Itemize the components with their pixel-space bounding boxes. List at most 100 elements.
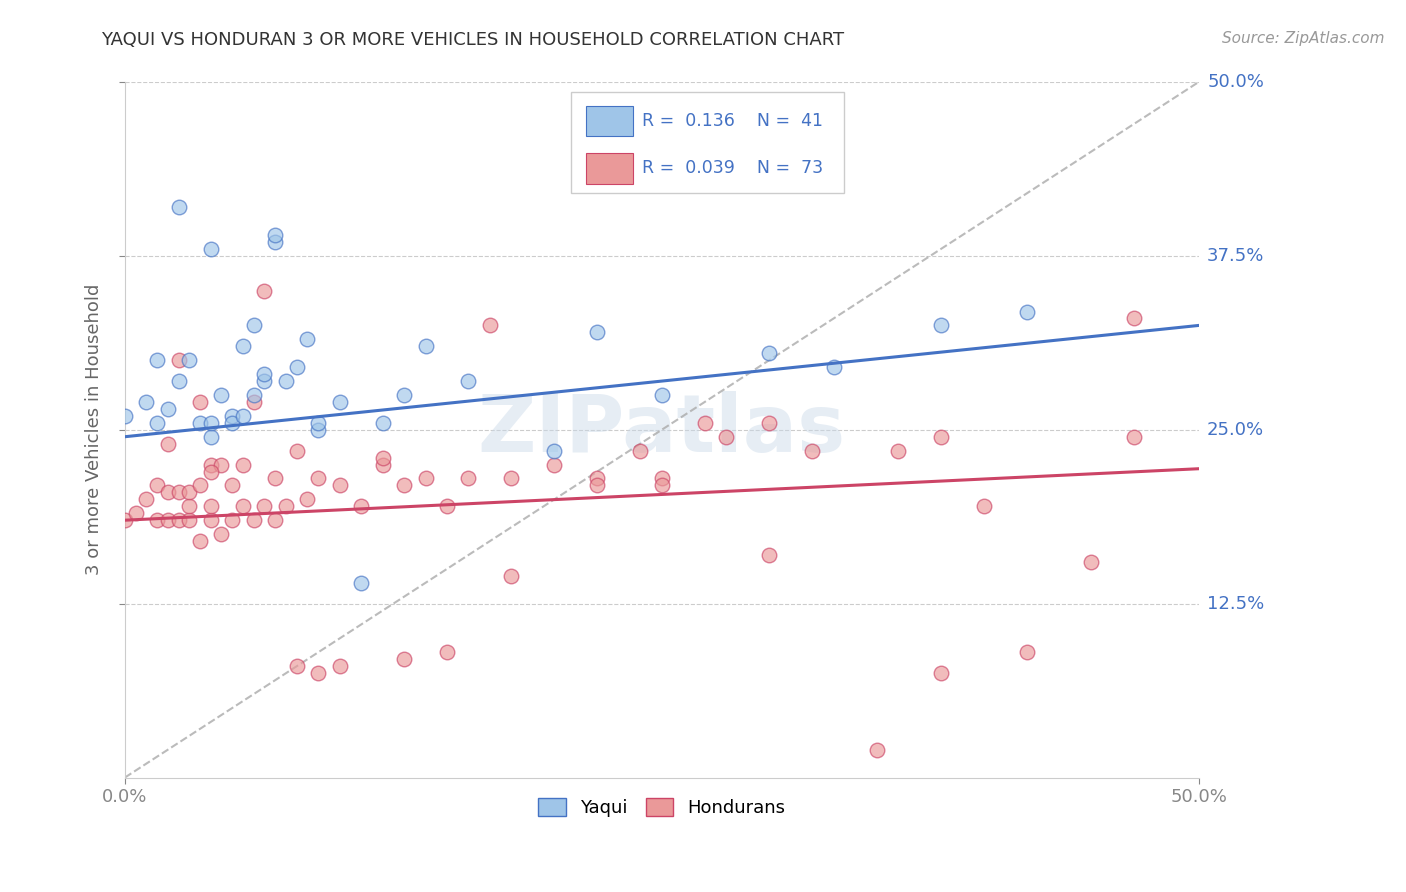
- Point: [135, 492, 157, 507]
- Point: [264, 513, 287, 527]
- Point: [823, 360, 845, 375]
- Point: [350, 500, 373, 514]
- Point: [758, 346, 780, 360]
- Point: [1080, 555, 1102, 569]
- FancyBboxPatch shape: [585, 153, 633, 184]
- Point: [586, 326, 609, 340]
- Point: [221, 478, 243, 492]
- Point: [179, 500, 201, 514]
- Point: [929, 666, 952, 681]
- Point: [274, 374, 297, 388]
- Point: [392, 652, 415, 666]
- Point: [200, 242, 222, 256]
- Point: [285, 659, 308, 673]
- Point: [156, 513, 179, 527]
- Point: [329, 659, 352, 673]
- Point: [371, 458, 394, 472]
- FancyBboxPatch shape: [585, 105, 633, 136]
- Point: [543, 443, 565, 458]
- Point: [457, 374, 479, 388]
- Point: [307, 416, 329, 430]
- Point: [1123, 430, 1146, 444]
- Point: [973, 500, 995, 514]
- Point: [200, 416, 222, 430]
- Point: [221, 409, 243, 423]
- Point: [232, 458, 254, 472]
- Point: [264, 471, 287, 485]
- Point: [274, 500, 297, 514]
- Point: [124, 506, 146, 520]
- Point: [285, 443, 308, 458]
- Point: [436, 500, 458, 514]
- Point: [146, 478, 169, 492]
- Text: R =  0.039    N =  73: R = 0.039 N = 73: [643, 160, 824, 178]
- Point: [415, 471, 437, 485]
- Point: [242, 388, 264, 402]
- Point: [221, 513, 243, 527]
- Point: [188, 478, 211, 492]
- Point: [929, 430, 952, 444]
- Point: [114, 513, 136, 527]
- Point: [179, 513, 201, 527]
- Point: [887, 443, 910, 458]
- Point: [232, 500, 254, 514]
- Point: [307, 666, 329, 681]
- Text: 25.0%: 25.0%: [1208, 421, 1264, 439]
- Point: [586, 478, 609, 492]
- Point: [179, 353, 201, 368]
- Point: [651, 471, 673, 485]
- Point: [329, 478, 352, 492]
- Point: [264, 235, 287, 249]
- Point: [200, 465, 222, 479]
- Point: [146, 513, 169, 527]
- Point: [501, 471, 523, 485]
- Point: [232, 409, 254, 423]
- Point: [758, 416, 780, 430]
- Point: [297, 332, 319, 346]
- Point: [586, 471, 609, 485]
- Point: [350, 575, 373, 590]
- Point: [628, 443, 651, 458]
- Point: [801, 443, 824, 458]
- Point: [232, 339, 254, 353]
- Point: [156, 436, 179, 450]
- Point: [285, 360, 308, 375]
- Point: [156, 401, 179, 416]
- Point: [221, 416, 243, 430]
- Point: [188, 395, 211, 409]
- Text: R =  0.136    N =  41: R = 0.136 N = 41: [643, 112, 824, 130]
- Point: [200, 513, 222, 527]
- Text: YAQUI VS HONDURAN 3 OR MORE VEHICLES IN HOUSEHOLD CORRELATION CHART: YAQUI VS HONDURAN 3 OR MORE VEHICLES IN …: [101, 31, 845, 49]
- Point: [211, 458, 233, 472]
- Point: [167, 485, 190, 500]
- Point: [253, 284, 276, 298]
- Text: Source: ZipAtlas.com: Source: ZipAtlas.com: [1222, 31, 1385, 46]
- Point: [371, 450, 394, 465]
- Point: [167, 353, 190, 368]
- Point: [929, 318, 952, 333]
- Point: [211, 388, 233, 402]
- Point: [167, 200, 190, 214]
- Point: [114, 409, 136, 423]
- Point: [392, 388, 415, 402]
- Point: [188, 416, 211, 430]
- Point: [242, 318, 264, 333]
- Point: [651, 388, 673, 402]
- Point: [200, 430, 222, 444]
- Point: [297, 492, 319, 507]
- Y-axis label: 3 or more Vehicles in Household: 3 or more Vehicles in Household: [86, 284, 103, 575]
- Point: [167, 374, 190, 388]
- Text: ZIPatlas: ZIPatlas: [478, 391, 846, 469]
- Point: [179, 485, 201, 500]
- Point: [146, 353, 169, 368]
- Point: [392, 478, 415, 492]
- Point: [135, 395, 157, 409]
- Point: [693, 416, 716, 430]
- Text: 37.5%: 37.5%: [1208, 247, 1264, 265]
- Point: [211, 527, 233, 541]
- Point: [307, 471, 329, 485]
- Point: [501, 569, 523, 583]
- Point: [156, 485, 179, 500]
- Point: [242, 513, 264, 527]
- Point: [188, 534, 211, 549]
